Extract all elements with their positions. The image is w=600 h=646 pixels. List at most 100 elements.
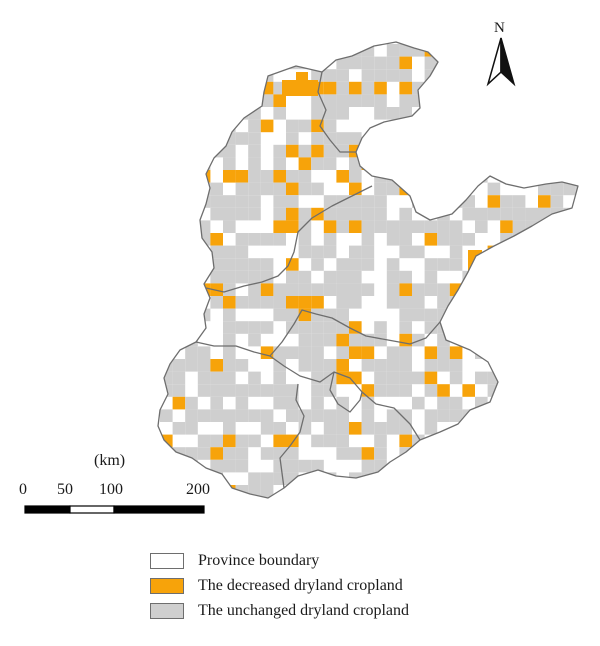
province-boundary-line [205,185,373,293]
unchanged-cropland-cell [210,434,223,448]
unchanged-cropland-cell [336,321,349,334]
unchanged-cropland-cell [399,409,412,422]
unchanged-cropland-cell [512,384,526,397]
unchanged-cropland-cell [575,245,578,259]
unchanged-cropland-cell [424,472,438,485]
unchanged-cropland-cell [538,44,551,57]
decreased-cropland-cell [575,44,578,57]
unchanged-cropland-cell [361,233,375,246]
unchanged-cropland-cell [412,308,425,322]
decreased-cropland-cell [361,447,375,460]
unchanged-cropland-cell [260,258,274,271]
unchanged-cropland-cell [286,270,299,284]
unchanged-cropland-cell [550,270,564,284]
legend-label: The decreased dryland cropland [198,577,403,594]
unchanged-cropland-cell [197,359,211,372]
unchanged-cropland-cell [361,195,375,208]
unchanged-cropland-cell [273,157,286,170]
unchanged-cropland-cell [525,447,538,460]
unchanged-cropland-cell [172,207,186,221]
unchanged-cropland-cell [260,270,274,284]
unchanged-cropland-cell [462,107,475,120]
unchanged-cropland-cell [437,220,450,233]
decreased-cropland-cell [575,81,578,95]
unchanged-cropland-cell [487,270,501,284]
unchanged-cropland-cell [475,371,488,385]
unchanged-cropland-cell [235,321,249,334]
unchanged-cropland-cell [525,144,538,158]
unchanged-cropland-cell [462,447,475,460]
unchanged-cropland-cell [336,94,349,107]
unchanged-cropland-cell [512,371,526,385]
unchanged-cropland-cell [525,409,538,422]
unchanged-cropland-cell [160,44,173,57]
unchanged-cropland-cell [336,195,349,208]
unchanged-cropland-cell [424,258,438,271]
unchanged-cropland-cell [172,371,186,385]
decreased-cropland-cell [361,346,375,359]
unchanged-cropland-cell [374,447,387,460]
unchanged-cropland-cell [386,359,400,372]
unchanged-cropland-cell [500,207,513,221]
decreased-cropland-cell [399,283,412,296]
unchanged-cropland-cell [336,447,349,460]
unchanged-cropland-cell [235,69,249,82]
unchanged-cropland-cell [185,119,198,133]
decreased-cropland-cell [349,346,362,359]
unchanged-cropland-cell [235,195,249,208]
unchanged-cropland-cell [575,170,578,183]
unchanged-cropland-cell [235,270,249,284]
unchanged-cropland-cell [563,472,576,485]
decreased-cropland-cell [500,422,513,435]
unchanged-cropland-cell [374,144,387,158]
unchanged-cropland-cell [349,132,362,145]
unchanged-cropland-cell [550,107,564,120]
unchanged-cropland-cell [487,182,501,196]
unchanged-cropland-cell [323,69,337,82]
unchanged-cropland-cell [525,245,538,259]
unchanged-cropland-cell [424,283,438,296]
unchanged-cropland-cell [172,69,186,82]
unchanged-cropland-cell [424,94,438,107]
unchanged-cropland-cell [475,270,488,284]
decreased-cropland-cell [298,296,312,309]
decreased-cropland-cell [487,296,501,309]
unchanged-cropland-cell [525,422,538,435]
unchanged-cropland-cell [210,182,223,196]
unchanged-cropland-cell [449,245,463,259]
unchanged-cropland-cell [449,296,463,309]
unchanged-cropland-cell [349,485,362,498]
unchanged-cropland-cell [248,132,261,145]
unchanged-cropland-cell [500,308,513,322]
unchanged-cropland-cell [323,119,337,133]
decreased-cropland-cell [210,283,223,296]
unchanged-cropland-cell [298,409,312,422]
unchanged-cropland-cell [349,472,362,485]
unchanged-cropland-cell [399,233,412,246]
unchanged-cropland-cell [185,207,198,221]
unchanged-cropland-cell [462,157,475,170]
unchanged-cropland-cell [336,69,349,82]
unchanged-cropland-cell [512,422,526,435]
unchanged-cropland-cell [172,359,186,372]
decreased-cropland-cell [437,144,450,158]
unchanged-cropland-cell [336,422,349,435]
legend-swatch-decreased [150,578,184,594]
unchanged-cropland-cell [248,94,261,107]
unchanged-cropland-cell [575,434,578,448]
decreased-cropland-cell [260,283,274,296]
unchanged-cropland-cell [323,94,337,107]
unchanged-cropland-cell [462,144,475,158]
unchanged-cropland-cell [336,270,349,284]
unchanged-cropland-cell [172,270,186,284]
unchanged-cropland-cell [437,346,450,359]
unchanged-cropland-cell [550,182,564,196]
unchanged-cropland-cell [374,422,387,435]
decreased-cropland-cell [296,72,308,82]
unchanged-cropland-cell [185,69,198,82]
unchanged-cropland-cell [197,409,211,422]
unchanged-cropland-cell [336,409,349,422]
unchanged-cropland-cell [349,447,362,460]
unchanged-cropland-cell [575,321,578,334]
unchanged-cropland-cell [323,233,337,246]
